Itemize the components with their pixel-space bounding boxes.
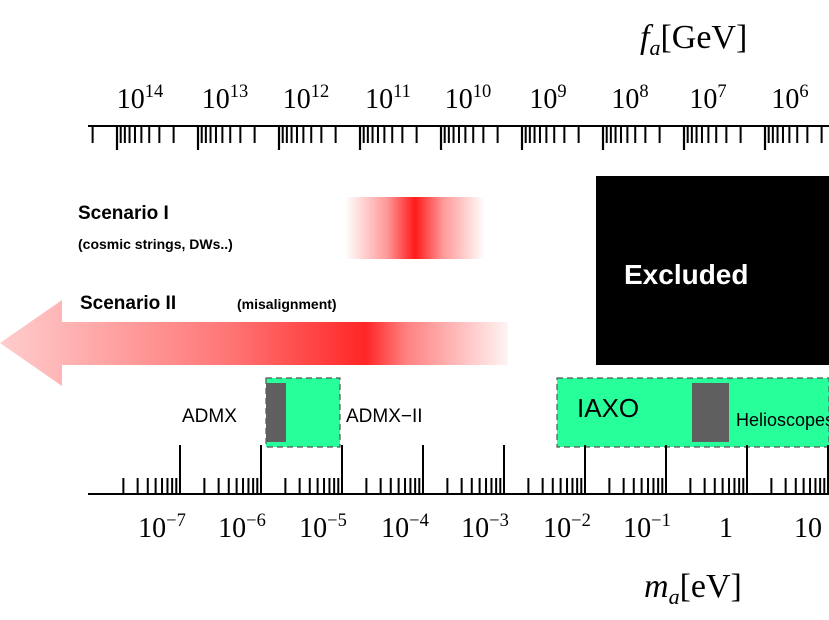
tick-label: 108 [611,81,648,115]
admx-label: ADMX [182,406,237,427]
scenario2-title: Scenario II [80,293,176,314]
scenario1-band [345,197,485,259]
tick-label: 10−4 [381,510,429,544]
scenario1-subtitle: (cosmic strings, DWs..) [78,236,233,252]
bottom-axis [88,445,829,495]
tick-label: 1010 [445,81,491,115]
bottom-axis-tick-labels: 10−7 10−6 10−5 10−4 10−3 10−2 10−1 1 10 [138,510,822,544]
top-axis [88,125,829,150]
excluded-label: Excluded [624,259,748,290]
tick-label: 1 [719,513,733,544]
tick-label: 107 [689,81,726,115]
tick-label: 10−6 [218,510,266,544]
admx2-label: ADMX−II [346,406,423,427]
tick-label: 10−3 [461,510,509,544]
cast-excluded-band [692,383,729,442]
tick-label: 109 [529,81,566,115]
scenario2-subtitle: (misalignment) [237,296,337,312]
tick-label: 1014 [117,81,163,115]
tick-label: 10 [794,513,822,544]
helioscopes-label: Helioscopes [736,410,829,430]
admx-excluded-sliver [266,383,286,442]
tick-label: 10−1 [623,510,671,544]
tick-label: 1012 [283,81,329,115]
top-axis-tick-labels: 1014 1013 1012 1011 1010 109 108 107 106 [117,81,809,115]
excluded-region [596,176,829,365]
bottom-axis-label: ma[eV] [644,568,742,609]
helioscopes-clip: Helioscopes [736,410,829,430]
tick-label: 10−2 [543,510,591,544]
top-axis-label: fa[GeV] [640,19,747,60]
tick-label: 1011 [365,81,411,115]
scenario1-title: Scenario I [78,203,169,224]
tick-label: 10−5 [299,510,347,544]
tick-label: 1013 [202,81,248,115]
iaxo-label: IAXO [577,393,639,423]
tick-label: 10−7 [138,510,186,544]
tick-label: 106 [771,81,808,115]
scenario2-arrow [0,300,508,386]
